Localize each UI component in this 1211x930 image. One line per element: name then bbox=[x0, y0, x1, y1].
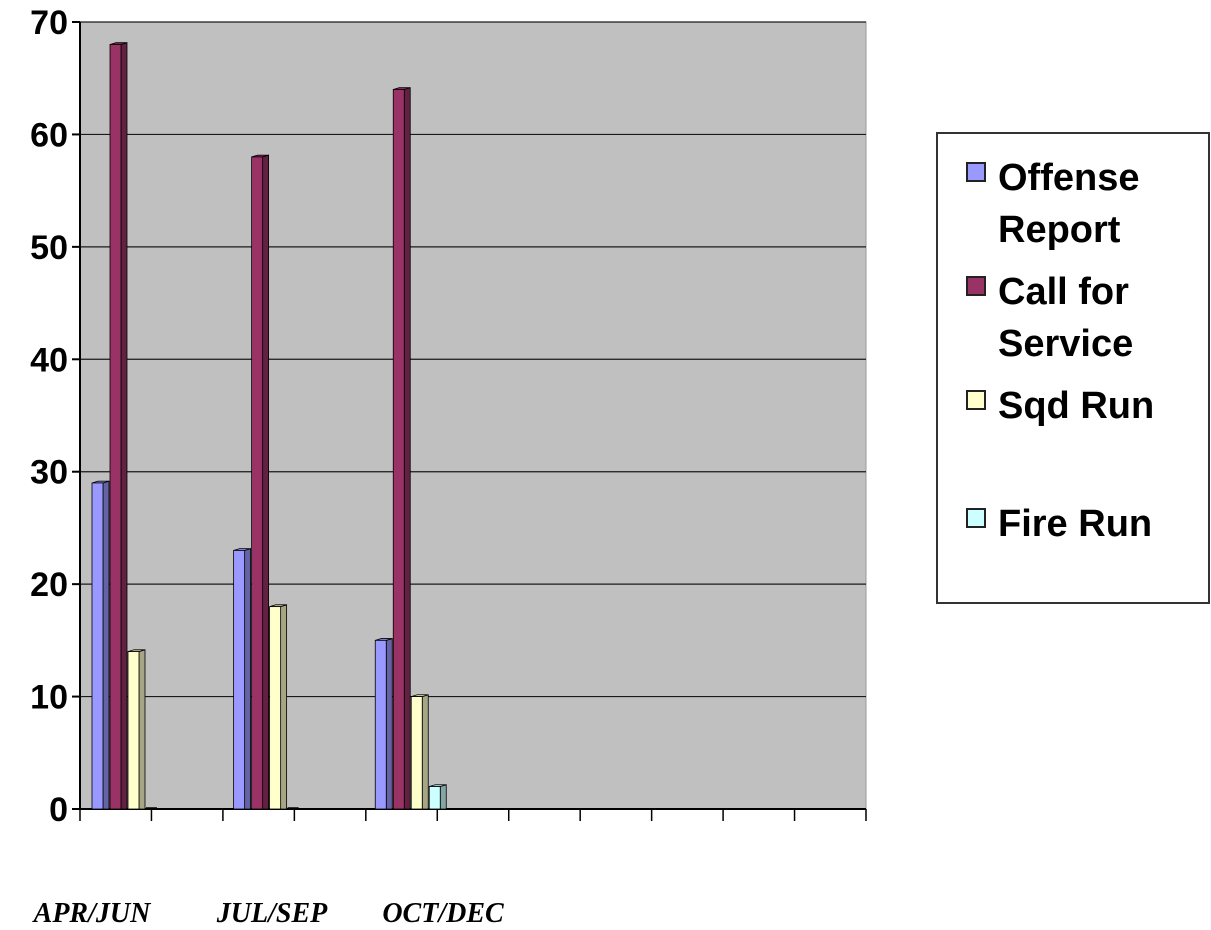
bar-side bbox=[244, 548, 252, 810]
category-label: APR/JUN bbox=[32, 898, 152, 929]
legend-item-sqd-run: Sqd Run bbox=[966, 380, 1198, 432]
bar-side bbox=[102, 480, 110, 810]
legend: Offense Report Call for Service Sqd Run … bbox=[936, 132, 1210, 604]
bar bbox=[410, 694, 429, 810]
bar-side bbox=[421, 694, 429, 810]
bar-front bbox=[410, 696, 423, 810]
bar-front bbox=[251, 156, 264, 810]
legend-label: Offense Report bbox=[998, 157, 1140, 251]
bar-front bbox=[374, 639, 387, 810]
bar-side bbox=[120, 42, 128, 810]
bar-side bbox=[439, 784, 447, 810]
bar bbox=[269, 604, 288, 810]
bar bbox=[233, 548, 252, 810]
bar-front bbox=[233, 550, 246, 810]
bar-side bbox=[262, 154, 270, 810]
legend-swatch bbox=[966, 276, 986, 296]
bar-side bbox=[280, 604, 288, 810]
legend-item-fire-run: Fire Run bbox=[966, 498, 1198, 550]
axes bbox=[72, 21, 867, 821]
y-tick-label: 30 bbox=[30, 454, 68, 492]
bar-front bbox=[127, 651, 140, 810]
bar bbox=[428, 784, 447, 810]
y-tick-label: 40 bbox=[30, 341, 68, 379]
gridlines bbox=[80, 21, 866, 698]
bar bbox=[374, 638, 393, 810]
category-label: JUL/SEP bbox=[216, 898, 328, 929]
category-labels: APR/JUN JUL/SEP OCT/DEC bbox=[32, 898, 504, 929]
y-tick-label: 70 bbox=[30, 4, 68, 42]
bar bbox=[392, 87, 411, 810]
legend-item-call-for-service: Call for Service bbox=[966, 266, 1198, 370]
bar-front bbox=[428, 786, 441, 810]
bar-side bbox=[385, 638, 393, 810]
bar bbox=[127, 649, 146, 810]
bar-front bbox=[109, 44, 122, 810]
legend-label: Fire Run bbox=[998, 503, 1153, 545]
bar-side bbox=[138, 649, 146, 810]
y-tick-label: 20 bbox=[30, 566, 68, 604]
legend-swatch bbox=[966, 508, 986, 528]
bar bbox=[91, 480, 110, 810]
legend-item-offense-report: Offense Report bbox=[966, 152, 1198, 256]
bar-front bbox=[392, 89, 405, 810]
y-tick-labels: 0 10 20 30 40 50 60 70 bbox=[30, 4, 68, 829]
bar-front bbox=[269, 606, 282, 810]
legend-label: Sqd Run bbox=[998, 385, 1155, 427]
plot-background bbox=[79, 21, 867, 810]
bar-front bbox=[91, 482, 104, 810]
bar-side bbox=[403, 87, 411, 810]
y-tick-label: 50 bbox=[30, 229, 68, 267]
legend-swatch bbox=[966, 390, 986, 410]
bar bbox=[251, 154, 270, 810]
y-tick-label: 60 bbox=[30, 116, 68, 154]
bars bbox=[91, 42, 447, 810]
y-tick-label: 0 bbox=[49, 791, 68, 829]
legend-label: Call for Service bbox=[998, 271, 1134, 365]
legend-swatch bbox=[966, 162, 986, 182]
bar bbox=[109, 42, 128, 810]
category-label: OCT/DEC bbox=[382, 898, 504, 929]
y-tick-label: 10 bbox=[30, 679, 68, 717]
plot-area bbox=[79, 21, 867, 810]
